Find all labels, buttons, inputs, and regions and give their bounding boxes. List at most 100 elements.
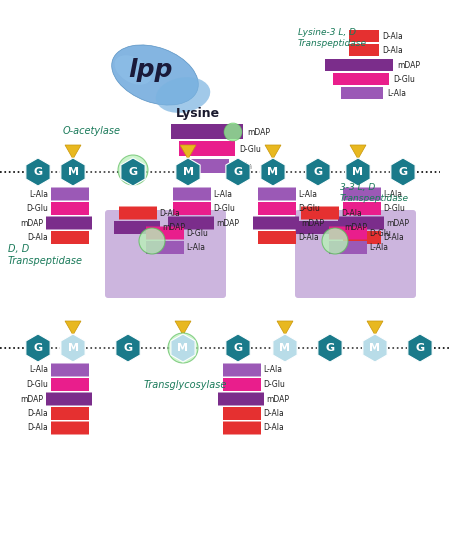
FancyBboxPatch shape (343, 187, 381, 200)
Text: D-Glu: D-Glu (369, 229, 391, 237)
FancyBboxPatch shape (168, 217, 214, 230)
Circle shape (224, 123, 242, 141)
Ellipse shape (115, 55, 151, 85)
FancyBboxPatch shape (223, 363, 261, 376)
Text: D-Ala: D-Ala (263, 424, 284, 433)
Polygon shape (176, 158, 200, 186)
Text: mDAP: mDAP (216, 218, 239, 228)
Text: D-Ala: D-Ala (382, 46, 403, 54)
Text: G: G (34, 343, 43, 353)
Text: O-acetylase: O-acetylase (63, 126, 121, 136)
FancyBboxPatch shape (329, 241, 367, 254)
Text: L-Ala: L-Ala (298, 190, 317, 199)
FancyBboxPatch shape (51, 421, 89, 434)
FancyBboxPatch shape (218, 393, 264, 406)
Text: mDAP: mDAP (20, 218, 43, 228)
Ellipse shape (112, 45, 198, 105)
Polygon shape (350, 145, 366, 159)
FancyBboxPatch shape (114, 221, 160, 234)
FancyBboxPatch shape (119, 206, 157, 219)
Text: D-Glu: D-Glu (26, 380, 48, 389)
Polygon shape (226, 334, 250, 362)
FancyBboxPatch shape (338, 217, 384, 230)
FancyBboxPatch shape (171, 124, 243, 139)
Circle shape (139, 228, 165, 254)
Polygon shape (363, 334, 387, 362)
Polygon shape (65, 321, 81, 335)
FancyBboxPatch shape (223, 421, 261, 434)
FancyBboxPatch shape (349, 30, 379, 42)
Ellipse shape (156, 77, 210, 113)
Text: mDAP: mDAP (20, 395, 43, 403)
FancyBboxPatch shape (333, 73, 389, 85)
FancyBboxPatch shape (341, 87, 383, 99)
Text: L-Ala: L-Ala (263, 365, 282, 375)
FancyBboxPatch shape (51, 363, 89, 376)
Text: mDAP: mDAP (266, 395, 289, 403)
Text: D-Ala: D-Ala (383, 233, 404, 242)
Text: mDAP: mDAP (301, 218, 324, 228)
FancyBboxPatch shape (46, 217, 92, 230)
Polygon shape (261, 158, 285, 186)
Text: lpp: lpp (128, 58, 172, 82)
Text: D-Glu: D-Glu (213, 204, 235, 213)
Polygon shape (306, 158, 330, 186)
Polygon shape (346, 158, 370, 186)
Text: G: G (326, 343, 335, 353)
Text: L-Ala: L-Ala (369, 243, 388, 252)
Text: D-Ala: D-Ala (263, 409, 284, 418)
Text: D-Ala: D-Ala (298, 233, 319, 242)
FancyBboxPatch shape (343, 202, 381, 215)
Text: Lysine-3 L, D
Transpeptidase: Lysine-3 L, D Transpeptidase (298, 28, 367, 48)
Text: G: G (233, 167, 243, 177)
Text: D-Ala: D-Ala (382, 31, 403, 41)
FancyBboxPatch shape (258, 231, 296, 244)
Polygon shape (273, 334, 297, 362)
Text: D-Glu: D-Glu (186, 229, 208, 237)
FancyBboxPatch shape (296, 221, 342, 234)
Text: mDAP: mDAP (386, 218, 409, 228)
FancyBboxPatch shape (179, 141, 235, 156)
Polygon shape (265, 145, 281, 159)
Polygon shape (408, 334, 432, 362)
Text: mDAP: mDAP (397, 60, 420, 70)
Polygon shape (226, 158, 250, 186)
FancyBboxPatch shape (325, 59, 393, 71)
FancyBboxPatch shape (51, 378, 89, 391)
FancyBboxPatch shape (173, 187, 211, 200)
FancyBboxPatch shape (301, 206, 339, 219)
FancyBboxPatch shape (146, 226, 184, 239)
Polygon shape (65, 145, 81, 159)
FancyBboxPatch shape (146, 241, 184, 254)
Text: 3-3 L, D
Transpeptidase: 3-3 L, D Transpeptidase (340, 184, 409, 203)
Text: D-Ala: D-Ala (27, 409, 48, 418)
FancyBboxPatch shape (51, 231, 89, 244)
Polygon shape (391, 158, 415, 186)
Text: G: G (123, 343, 133, 353)
Polygon shape (171, 334, 195, 362)
Polygon shape (26, 334, 50, 362)
FancyBboxPatch shape (349, 44, 379, 56)
Text: M: M (67, 167, 79, 177)
Text: M: M (370, 343, 381, 353)
Text: D-Ala: D-Ala (27, 233, 48, 242)
Polygon shape (180, 145, 196, 159)
Text: mDAP: mDAP (162, 223, 185, 232)
FancyBboxPatch shape (51, 202, 89, 215)
FancyBboxPatch shape (329, 226, 367, 239)
Text: G: G (399, 167, 408, 177)
Text: L-Ala: L-Ala (213, 190, 232, 199)
Polygon shape (277, 321, 293, 335)
Polygon shape (26, 158, 50, 186)
Text: D-Ala: D-Ala (27, 424, 48, 433)
Text: L-Ala: L-Ala (29, 190, 48, 199)
Text: M: M (353, 167, 364, 177)
Text: D, D
Transpeptidase: D, D Transpeptidase (8, 244, 83, 266)
Text: mDAP: mDAP (247, 128, 270, 136)
FancyBboxPatch shape (173, 202, 211, 215)
FancyBboxPatch shape (46, 393, 92, 406)
FancyBboxPatch shape (223, 407, 261, 420)
Text: G: G (313, 167, 323, 177)
FancyBboxPatch shape (253, 217, 299, 230)
FancyBboxPatch shape (343, 231, 381, 244)
